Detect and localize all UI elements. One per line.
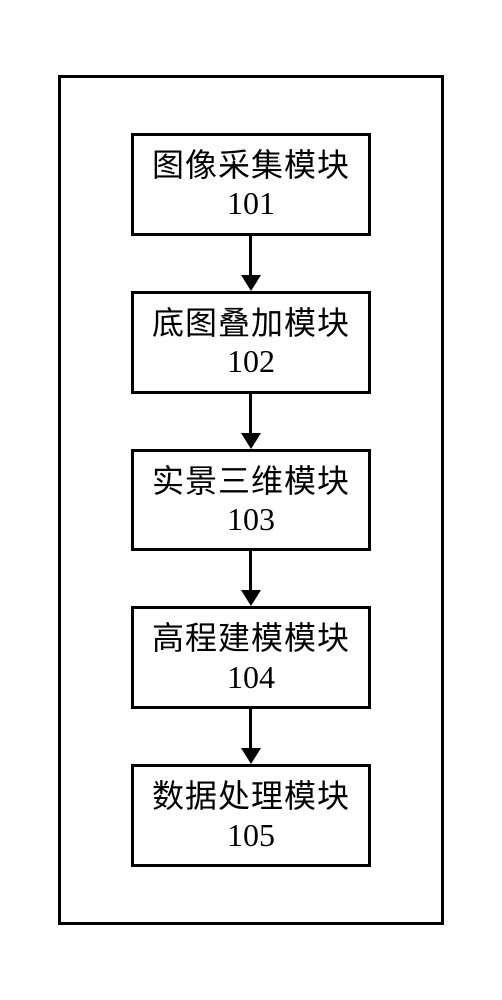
arrow-down-icon <box>241 551 261 606</box>
diagram-frame: 图像采集模块 101 底图叠加模块 102 实景三维模块 103 高程建模模块 … <box>58 75 444 925</box>
node-number: 104 <box>152 658 350 696</box>
node-number: 102 <box>152 342 350 380</box>
node-real-scene-3d: 实景三维模块 103 <box>131 449 371 552</box>
node-title: 实景三维模块 <box>152 462 350 500</box>
node-number: 105 <box>152 816 350 854</box>
node-elevation-modeling: 高程建模模块 104 <box>131 606 371 709</box>
node-title: 底图叠加模块 <box>152 304 350 342</box>
arrow-down-icon <box>241 394 261 449</box>
node-title: 高程建模模块 <box>152 619 350 657</box>
node-title: 数据处理模块 <box>152 777 350 815</box>
node-data-processing: 数据处理模块 105 <box>131 764 371 867</box>
arrow-down-icon <box>241 709 261 764</box>
node-number: 101 <box>152 184 350 222</box>
node-image-acquisition: 图像采集模块 101 <box>131 133 371 236</box>
node-basemap-overlay: 底图叠加模块 102 <box>131 291 371 394</box>
node-number: 103 <box>152 500 350 538</box>
arrow-down-icon <box>241 236 261 291</box>
node-title: 图像采集模块 <box>152 146 350 184</box>
